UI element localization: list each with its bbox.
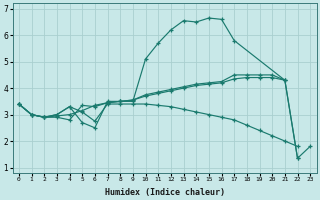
X-axis label: Humidex (Indice chaleur): Humidex (Indice chaleur) <box>105 188 225 197</box>
